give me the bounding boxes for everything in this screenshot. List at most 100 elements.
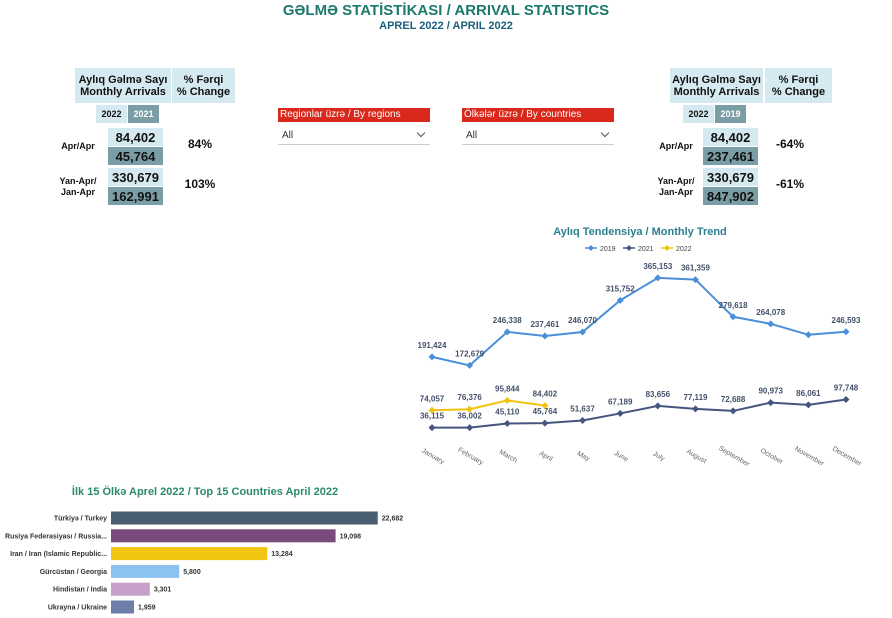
year-label: 2019 <box>715 105 746 123</box>
current-value: 330,679 <box>108 168 163 186</box>
bar <box>111 600 135 614</box>
filter-dropdown[interactable]: All <box>462 126 614 145</box>
data-label: 246,070 <box>568 316 597 325</box>
data-label: 36,002 <box>457 412 482 421</box>
year-label: 2021 <box>128 105 159 123</box>
filter-value[interactable]: All <box>282 130 294 141</box>
point <box>804 401 812 409</box>
filter-value[interactable]: All <box>466 130 478 141</box>
data-label: 172,679 <box>455 349 484 358</box>
x-tick-label: August <box>685 448 707 465</box>
point <box>428 424 436 432</box>
row-label: Yan-Apr/Jan-Apr <box>50 168 106 205</box>
change-value: -64% <box>775 137 804 151</box>
x-tick-label: February <box>457 447 485 467</box>
point <box>842 396 850 404</box>
legend-marker <box>588 245 594 251</box>
point <box>616 296 624 304</box>
previous-value: 847,902 <box>703 187 758 205</box>
filter-dropdown[interactable]: All <box>278 126 430 145</box>
data-label: 77,119 <box>683 393 708 402</box>
bar <box>111 564 180 578</box>
point <box>729 313 737 321</box>
legend-label: 2019 <box>600 246 616 253</box>
line <box>431 399 546 412</box>
legend-marker <box>664 245 670 251</box>
point <box>466 361 474 369</box>
legend-label: 2022 <box>676 246 692 253</box>
point <box>541 402 549 410</box>
row-label: Yan-Apr/Jan-Apr <box>648 168 704 205</box>
point <box>767 399 775 407</box>
row-label: Apr/Apr <box>50 128 106 165</box>
point <box>503 419 511 427</box>
point <box>579 417 587 425</box>
kpi-heading: Aylıq Gəlmə Sayı Monthly Arrivals <box>670 68 763 103</box>
kpi-change-heading: % Fərqi% Change <box>172 68 235 103</box>
chevron <box>416 128 426 138</box>
kpi-heading-line: Aylıq Gəlmə Sayı <box>672 73 761 86</box>
data-label: 76,376 <box>457 393 482 402</box>
year-label: 2022 <box>96 105 127 123</box>
kpi-heading-line: % Fərqi <box>183 73 224 86</box>
page-title: GƏLMƏ STATİSTİKASI / ARRIVAL STATISTICS <box>282 2 610 19</box>
change-value: 103% <box>184 177 216 191</box>
data-label: 361,359 <box>681 264 710 273</box>
bar <box>111 582 150 596</box>
point <box>541 419 549 427</box>
data-label: 51,637 <box>570 405 595 414</box>
point <box>842 328 850 336</box>
y-tick-label: Ukrayna / Ukraine <box>48 605 107 612</box>
line <box>431 276 847 367</box>
chevron <box>600 128 610 138</box>
y-tick-label: Iran / Iran (Islamic Republic... <box>10 551 107 558</box>
data-label: 36,115 <box>420 412 445 421</box>
data-label: 5,800 <box>183 569 201 576</box>
previous-value: 237,461 <box>703 147 758 165</box>
x-tick-label: June <box>613 450 630 464</box>
data-label: 19,098 <box>340 533 362 540</box>
data-label: 315,752 <box>606 284 635 293</box>
filter-label: Ölkələr üzrə / By countries <box>462 108 614 122</box>
kpi-heading-line: Monthly Arrivals <box>80 85 166 98</box>
x-tick-label: December <box>831 446 863 469</box>
kpi-change-heading: % Fərqi% Change <box>765 68 832 103</box>
data-label: 22,682 <box>382 516 404 523</box>
data-label: 264,078 <box>756 308 785 317</box>
data-label: 90,973 <box>758 387 783 396</box>
y-tick-label: Rusiya Federasiyası / Russia... <box>5 533 107 540</box>
year-label: 2022 <box>683 105 714 123</box>
point <box>654 274 662 282</box>
data-label: 279,618 <box>719 301 748 310</box>
data-label: 95,844 <box>495 384 520 393</box>
y-tick-label: Gürcüstan / Georgia <box>40 569 107 576</box>
row-label-line: Apr/Apr <box>61 141 95 151</box>
bar <box>111 511 378 525</box>
kpi-heading-line: % Fərqi <box>778 73 819 86</box>
chart-title: İlk 15 Ölkə Aprel 2022 / Top 15 Countrie… <box>72 485 338 498</box>
data-label: 67,189 <box>608 397 633 406</box>
point <box>691 276 699 284</box>
point <box>579 328 587 336</box>
point <box>767 320 775 328</box>
data-label: 365,153 <box>643 262 672 271</box>
bar <box>111 547 268 561</box>
data-label: 84,402 <box>533 390 558 399</box>
row-label-line: Jan-Apr <box>60 186 95 197</box>
row-label-line: Apr/Apr <box>659 141 693 151</box>
x-tick-label: September <box>717 445 751 469</box>
previous-value: 45,764 <box>108 147 163 165</box>
data-label: 72,688 <box>721 395 746 404</box>
x-tick-label: January <box>420 447 445 466</box>
legend-label: 2021 <box>638 246 654 253</box>
filter-label: Regionlar üzrə / By regions <box>278 108 430 122</box>
line <box>431 398 847 429</box>
y-tick-label: Hindistan / India <box>53 587 107 594</box>
current-value: 84,402 <box>108 128 163 146</box>
point <box>616 409 624 417</box>
kpi-heading-line: % Change <box>771 85 826 98</box>
point <box>804 331 812 339</box>
x-tick-label: November <box>793 446 825 469</box>
